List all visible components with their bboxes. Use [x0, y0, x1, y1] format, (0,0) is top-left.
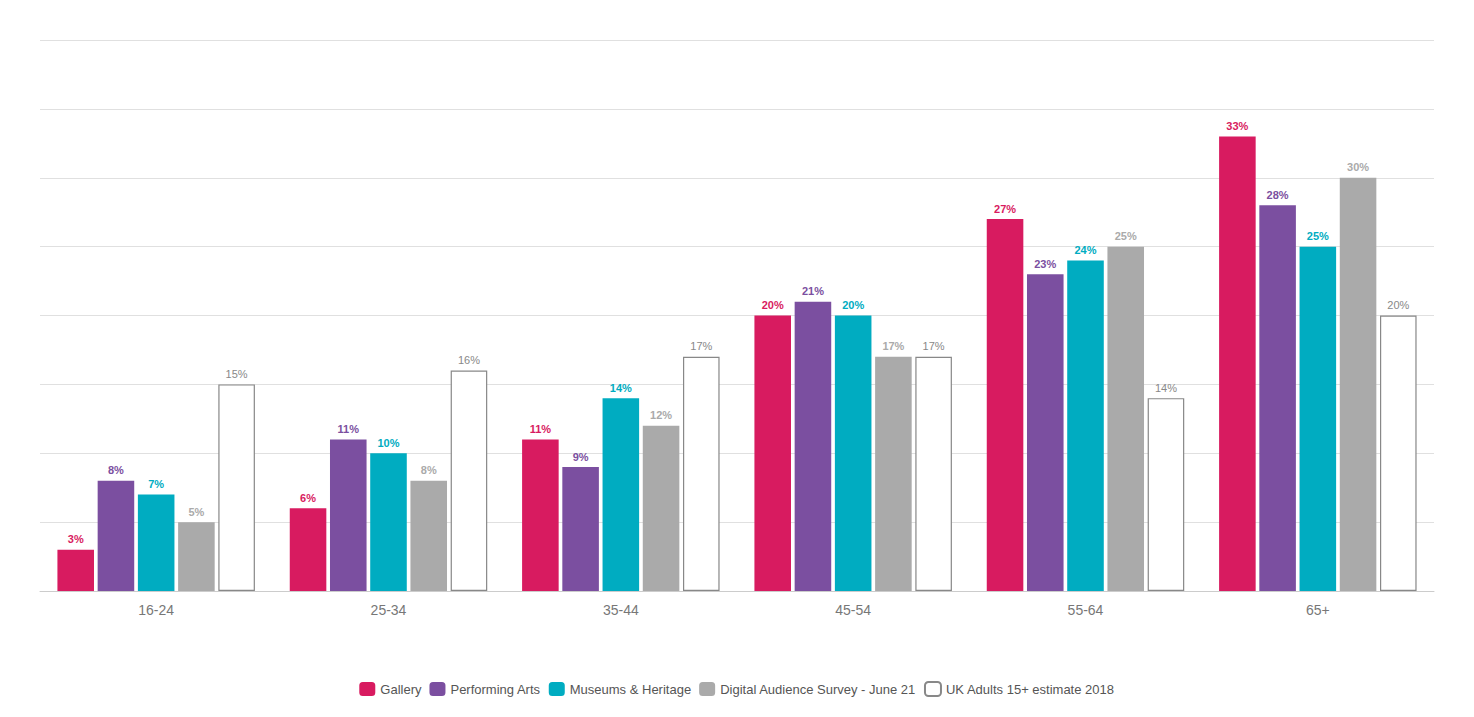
svg-text:Museums & Heritage: Museums & Heritage: [570, 682, 691, 697]
svg-text:65+: 65+: [1306, 602, 1330, 618]
svg-text:20%: 20%: [1387, 299, 1409, 311]
svg-text:27%: 27%: [994, 203, 1016, 215]
svg-text:30%: 30%: [1347, 161, 1369, 173]
svg-text:35-44: 35-44: [603, 602, 639, 618]
svg-text:28%: 28%: [1267, 189, 1289, 201]
svg-text:25%: 25%: [1307, 230, 1329, 242]
svg-text:16%: 16%: [458, 354, 480, 366]
svg-text:12%: 12%: [650, 409, 672, 421]
svg-text:9%: 9%: [573, 451, 589, 463]
svg-text:23%: 23%: [1034, 258, 1056, 270]
svg-text:Performing Arts: Performing Arts: [450, 682, 540, 697]
svg-text:8%: 8%: [108, 464, 124, 476]
svg-text:20%: 20%: [762, 299, 784, 311]
svg-text:16-24: 16-24: [138, 602, 174, 618]
svg-text:10%: 10%: [377, 437, 399, 449]
svg-text:8%: 8%: [421, 464, 437, 476]
svg-text:25%: 25%: [1115, 230, 1137, 242]
svg-text:17%: 17%: [923, 340, 945, 352]
svg-text:15%: 15%: [226, 368, 248, 380]
svg-text:55-64: 55-64: [1068, 602, 1104, 618]
svg-text:UK Adults 15+ estimate 2018: UK Adults 15+ estimate 2018: [946, 682, 1114, 697]
svg-text:45-54: 45-54: [835, 602, 871, 618]
svg-text:11%: 11%: [530, 423, 552, 435]
svg-text:33%: 33%: [1226, 120, 1248, 132]
svg-text:14%: 14%: [610, 382, 632, 394]
svg-text:20%: 20%: [842, 299, 864, 311]
svg-text:Gallery: Gallery: [380, 682, 422, 697]
svg-text:21%: 21%: [802, 285, 824, 297]
svg-text:Digital Audience Survey - June: Digital Audience Survey - June 21: [720, 682, 915, 697]
svg-text:7%: 7%: [148, 478, 164, 490]
svg-text:14%: 14%: [1155, 382, 1177, 394]
svg-text:5%: 5%: [188, 506, 204, 518]
svg-text:17%: 17%: [690, 340, 712, 352]
svg-text:25-34: 25-34: [371, 602, 407, 618]
svg-text:6%: 6%: [300, 492, 316, 504]
svg-text:24%: 24%: [1074, 244, 1096, 256]
svg-text:11%: 11%: [338, 423, 360, 435]
svg-text:17%: 17%: [882, 340, 904, 352]
svg-text:3%: 3%: [68, 533, 84, 545]
